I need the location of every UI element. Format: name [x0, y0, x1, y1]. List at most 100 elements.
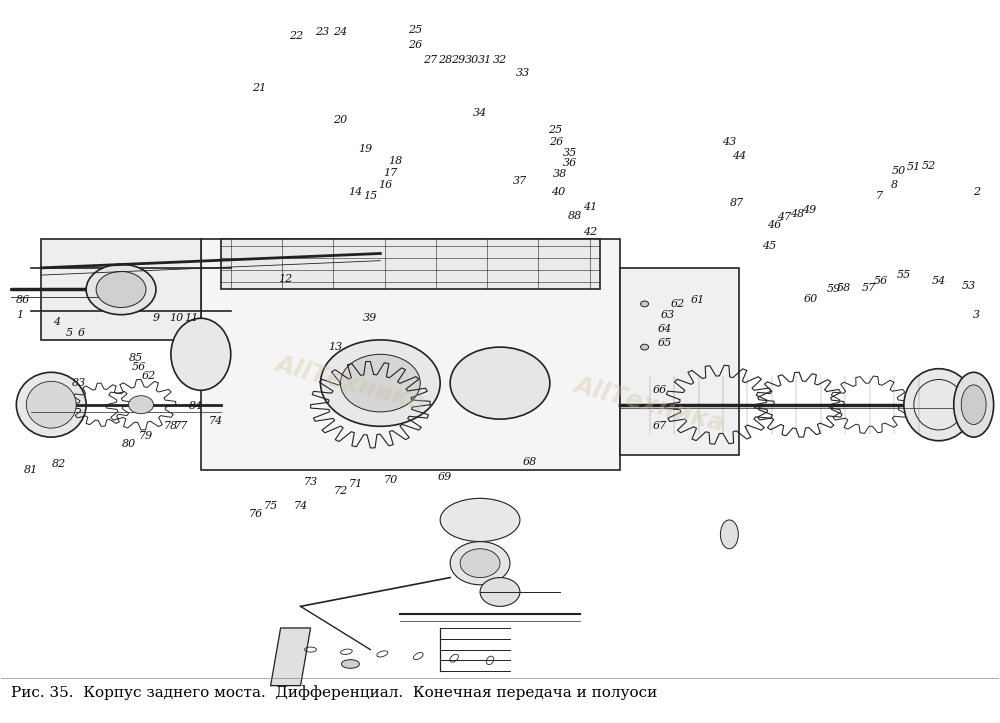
Text: 14: 14 [348, 187, 363, 197]
Text: 74: 74 [293, 500, 308, 510]
Text: 13: 13 [328, 342, 343, 352]
Text: 56: 56 [874, 276, 888, 286]
Bar [201, 239, 620, 469]
Text: 38: 38 [553, 169, 567, 179]
Text: 10: 10 [169, 313, 183, 323]
Text: 55: 55 [897, 270, 911, 280]
Text: 63: 63 [660, 309, 675, 320]
Text: 86: 86 [16, 295, 30, 305]
Text: 75: 75 [264, 500, 278, 510]
Text: 72: 72 [333, 486, 348, 496]
Text: 69: 69 [438, 471, 452, 482]
Ellipse shape [440, 498, 520, 542]
Text: 81: 81 [24, 465, 38, 474]
Text: 23: 23 [315, 27, 330, 37]
Text: AllТехника: AllТехника [272, 351, 429, 415]
Text: 21: 21 [252, 83, 266, 93]
Text: 29: 29 [451, 56, 465, 66]
Text: 40: 40 [551, 187, 565, 197]
Text: 28: 28 [438, 56, 452, 66]
Text: 15: 15 [363, 191, 377, 201]
Text: 4: 4 [53, 317, 60, 327]
Text: 53: 53 [962, 281, 976, 291]
Text: 74: 74 [209, 416, 223, 426]
Text: 62: 62 [670, 299, 685, 309]
Polygon shape [271, 628, 311, 685]
Text: 36: 36 [563, 158, 577, 168]
Text: 78: 78 [164, 422, 178, 432]
Text: 59: 59 [827, 284, 841, 294]
Text: 17: 17 [383, 168, 397, 178]
Text: 30: 30 [465, 56, 479, 66]
Text: 44: 44 [732, 151, 746, 161]
Text: 2: 2 [973, 187, 980, 197]
Text: 70: 70 [383, 475, 397, 485]
Text: 6: 6 [78, 328, 85, 338]
Text: 32: 32 [493, 56, 507, 66]
Text: 76: 76 [249, 509, 263, 519]
Text: 16: 16 [378, 180, 392, 190]
Text: 52: 52 [922, 161, 936, 171]
Text: 71: 71 [348, 479, 363, 489]
Text: Рис. 35.  Корпус заднего моста.  Дифференциал.  Конечная передача и полуоси: Рис. 35. Корпус заднего моста. Дифференц… [11, 685, 658, 700]
Ellipse shape [171, 318, 231, 390]
Text: 67: 67 [652, 422, 667, 432]
Text: 65: 65 [657, 338, 672, 348]
Text: 50: 50 [892, 166, 906, 176]
Text: 1: 1 [16, 309, 23, 320]
Text: 11: 11 [184, 313, 198, 323]
Text: 85: 85 [129, 353, 143, 363]
Ellipse shape [480, 578, 520, 607]
Ellipse shape [320, 340, 440, 427]
Text: 24: 24 [333, 27, 348, 37]
Text: 39: 39 [363, 313, 377, 323]
Text: 82: 82 [52, 460, 66, 469]
Text: 20: 20 [333, 115, 348, 125]
Ellipse shape [641, 344, 649, 350]
Bar [620, 268, 739, 455]
Ellipse shape [450, 542, 510, 585]
Text: 31: 31 [478, 56, 492, 66]
Text: 47: 47 [777, 213, 791, 223]
Text: 51: 51 [907, 162, 921, 172]
Text: 26: 26 [408, 40, 422, 50]
Text: 9: 9 [152, 313, 160, 323]
Text: 19: 19 [358, 144, 372, 154]
Bar [41, 239, 201, 340]
Text: 68: 68 [523, 458, 537, 467]
Ellipse shape [720, 520, 738, 549]
Text: 62: 62 [142, 371, 156, 381]
Text: 18: 18 [388, 156, 402, 166]
Ellipse shape [129, 395, 153, 414]
Text: 83: 83 [72, 378, 86, 388]
Text: 79: 79 [139, 431, 153, 441]
Text: 58: 58 [837, 283, 851, 293]
Ellipse shape [961, 385, 986, 424]
Text: 3: 3 [973, 309, 980, 320]
Ellipse shape [16, 372, 86, 437]
Text: 56: 56 [132, 362, 146, 372]
Ellipse shape [460, 549, 500, 578]
Text: 73: 73 [303, 477, 318, 487]
Text: 41: 41 [583, 202, 597, 212]
Text: 34: 34 [473, 108, 487, 118]
Text: 7: 7 [875, 191, 883, 201]
Text: 57: 57 [862, 283, 876, 293]
Ellipse shape [641, 301, 649, 307]
Text: 12: 12 [278, 274, 293, 283]
Ellipse shape [96, 271, 146, 307]
Text: 87: 87 [730, 198, 744, 208]
Text: 64: 64 [657, 324, 672, 334]
Ellipse shape [904, 369, 974, 441]
Text: 84: 84 [189, 401, 203, 411]
Text: 49: 49 [802, 205, 816, 215]
Text: 80: 80 [122, 440, 136, 449]
Ellipse shape [340, 354, 420, 412]
Text: 33: 33 [516, 69, 530, 78]
Ellipse shape [954, 372, 994, 437]
Text: 45: 45 [762, 241, 776, 252]
Text: 61: 61 [690, 295, 705, 305]
Text: 66: 66 [652, 385, 667, 395]
Ellipse shape [86, 265, 156, 315]
Text: 77: 77 [174, 422, 188, 432]
